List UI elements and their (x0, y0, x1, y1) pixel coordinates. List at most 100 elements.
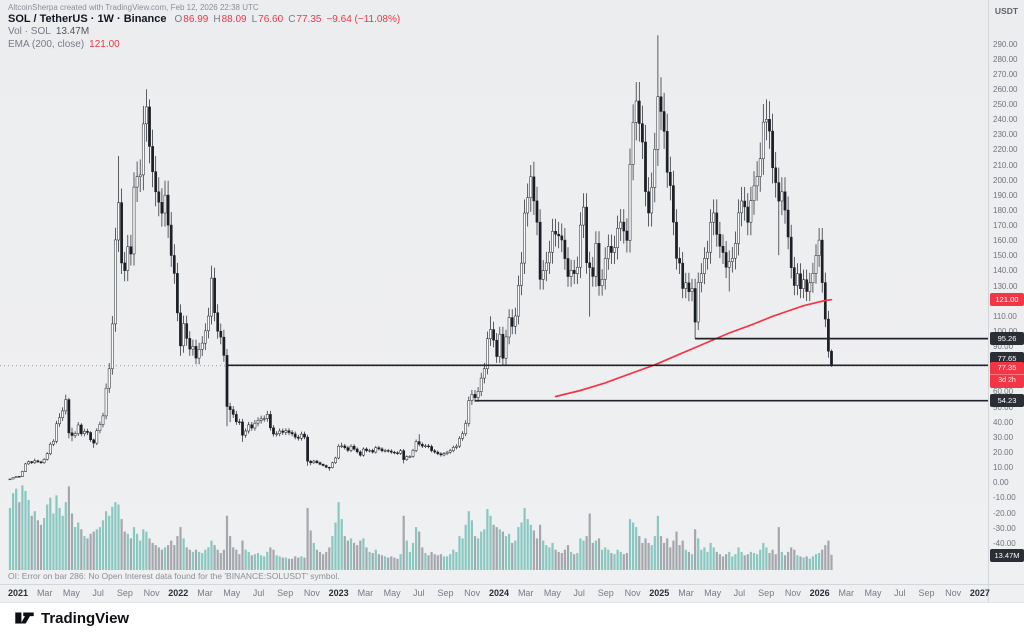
y-axis-tick: 40.00 (993, 417, 1014, 427)
x-axis-label: Mar (678, 588, 694, 598)
y-axis-tick: 220.00 (993, 145, 1018, 155)
x-axis-label: Nov (945, 588, 962, 598)
y-axis-tick: 170.00 (993, 221, 1018, 231)
volume-indicator-row: Vol · SOL 13.47M (8, 26, 400, 39)
x-axis-label: Sep (597, 588, 614, 598)
x-axis-label: May (543, 588, 561, 598)
y-axis-tick: 290.00 (993, 39, 1018, 49)
ema-indicator-label[interactable]: EMA (200, close) (8, 39, 85, 50)
x-axis-label: May (864, 588, 882, 598)
chart-legend: SOL / TetherUS · 1W · Binance O 86.99 H 88… (8, 13, 400, 52)
x-axis-label: 2025 (649, 588, 670, 598)
y-axis-tick: 280.00 (993, 54, 1018, 64)
x-axis-label: 2023 (328, 588, 349, 598)
y-axis-tick: -10.00 (993, 493, 1016, 503)
x-axis-label: Mar (838, 588, 855, 598)
x-axis-label: May (223, 588, 241, 598)
y-axis-tick: 60.00 (993, 387, 1014, 397)
x-axis-label: 2022 (168, 588, 189, 598)
x-axis-label: Nov (624, 588, 641, 598)
volume-value: 13.47M (55, 26, 90, 37)
bar-countdown: 3d 2h (990, 373, 1024, 386)
y-axis-tick: 110.00 (993, 311, 1017, 321)
x-axis-label: Jul (573, 588, 585, 598)
level-price-label: 54.23 (990, 394, 1024, 408)
candles-layer (8, 35, 833, 481)
y-axis-tick: 140.00 (993, 266, 1018, 276)
x-axis-label: Jul (413, 588, 425, 598)
x-axis-label: Sep (277, 588, 294, 598)
x-axis-label: May (383, 588, 401, 598)
ema-line[interactable] (554, 298, 833, 398)
x-axis-label: Jul (894, 588, 906, 598)
ema-value: 121.00 (89, 39, 120, 50)
x-axis-label: Sep (758, 588, 775, 598)
y-axis-tick: 30.00 (993, 432, 1014, 442)
x-axis-label: 2024 (488, 588, 510, 598)
symbol-title[interactable]: SOL / TetherUS · 1W · Binance (8, 13, 167, 25)
y-axis-tick: 190.00 (993, 190, 1018, 200)
candlestick-chart[interactable] (0, 0, 988, 584)
y-axis-tick: 150.00 (993, 251, 1018, 261)
price-axis-currency: USDT (994, 6, 1019, 16)
time-axis[interactable]: 2021 Mar May Jul Sep Nov 2022 Mar May Jul Sep Nov 20… (0, 584, 1024, 602)
y-axis-tick: -40.00 (993, 538, 1016, 548)
price-axis[interactable]: USDT 290.00 280.00 270.00 260.00 250.00 240.0… (988, 0, 1024, 602)
ema-indicator-row: EMA (200, close) 121.00 (8, 39, 400, 52)
y-axis-tick: 10.00 (993, 463, 1014, 473)
y-axis-tick: 130.00 (993, 281, 1018, 291)
volume-indicator-label[interactable]: Vol · SOL (8, 26, 51, 37)
x-axis-label: Jul (733, 588, 746, 598)
x-axis-label: 2026 (809, 588, 830, 598)
x-axis-label: 2027 (969, 588, 990, 598)
x-axis-label: Sep (437, 588, 454, 598)
ohlc-low: L 76.60 (251, 14, 284, 25)
x-axis-label: Mar (197, 588, 213, 598)
ohlc-open: O 86.99 (174, 14, 209, 25)
y-axis-tick: 20.00 (993, 448, 1014, 457)
x-axis-label: Nov (784, 588, 801, 598)
symbol-row: SOL / TetherUS · 1W · Binance O 86.99 H 88… (8, 13, 400, 26)
volume-layer (8, 485, 833, 570)
y-axis-tick: 230.00 (993, 130, 1018, 140)
y-axis-tick: -30.00 (993, 523, 1016, 533)
y-axis-tick: 210.00 (993, 160, 1018, 170)
y-axis-tick: 90.00 (993, 342, 1014, 352)
x-axis-label: Sep (918, 588, 935, 598)
ohlc-close: C 77.35 (288, 14, 322, 25)
y-axis-tick: 180.00 (993, 205, 1018, 215)
x-axis-label: Jul (92, 588, 104, 598)
y-axis-tick: 160.00 (993, 236, 1018, 246)
last-price-label: 77.35 3d 2h (990, 361, 1024, 388)
volume-axis-label: 13.47M (990, 548, 1024, 562)
x-axis-label: Nov (143, 588, 160, 598)
last-price-value: 77.35 (997, 362, 1017, 372)
x-axis-label: Mar (357, 588, 374, 598)
x-axis-label: Nov (464, 588, 481, 598)
x-axis-label: Nov (303, 588, 320, 598)
brand-name: TradingView (41, 609, 130, 627)
y-axis-tick: 200.00 (993, 175, 1018, 185)
y-axis-tick: 0.00 (993, 478, 1009, 488)
y-axis-tick: 50.00 (993, 402, 1014, 412)
attribution-text: AltcoinSherpa created with TradingView.c… (8, 3, 259, 12)
ema-price-label: 121.00 (990, 293, 1024, 307)
x-axis-label: Jul (252, 588, 265, 598)
ohlc-high: H 88.09 (213, 14, 247, 25)
y-axis-tick: 250.00 (993, 100, 1018, 110)
x-axis-label: Mar (517, 588, 534, 598)
tradingview-logo[interactable]: TradingView (14, 610, 129, 627)
x-axis-label: May (704, 588, 722, 598)
y-axis-tick: 270.00 (993, 69, 1018, 79)
x-axis-label: 2021 (7, 588, 29, 598)
x-axis-label: Sep (116, 588, 133, 598)
y-axis-tick: 260.00 (993, 84, 1018, 94)
change-value: −9.64 (−11.08%) (326, 14, 401, 25)
x-axis-label: May (62, 588, 80, 598)
y-axis-tick: -20.00 (993, 508, 1016, 518)
level-price-label: 95.26 (990, 332, 1024, 346)
x-axis-label: Mar (36, 588, 53, 598)
tradingview-logo-icon (15, 612, 34, 624)
y-axis-tick: 240.00 (993, 115, 1018, 125)
